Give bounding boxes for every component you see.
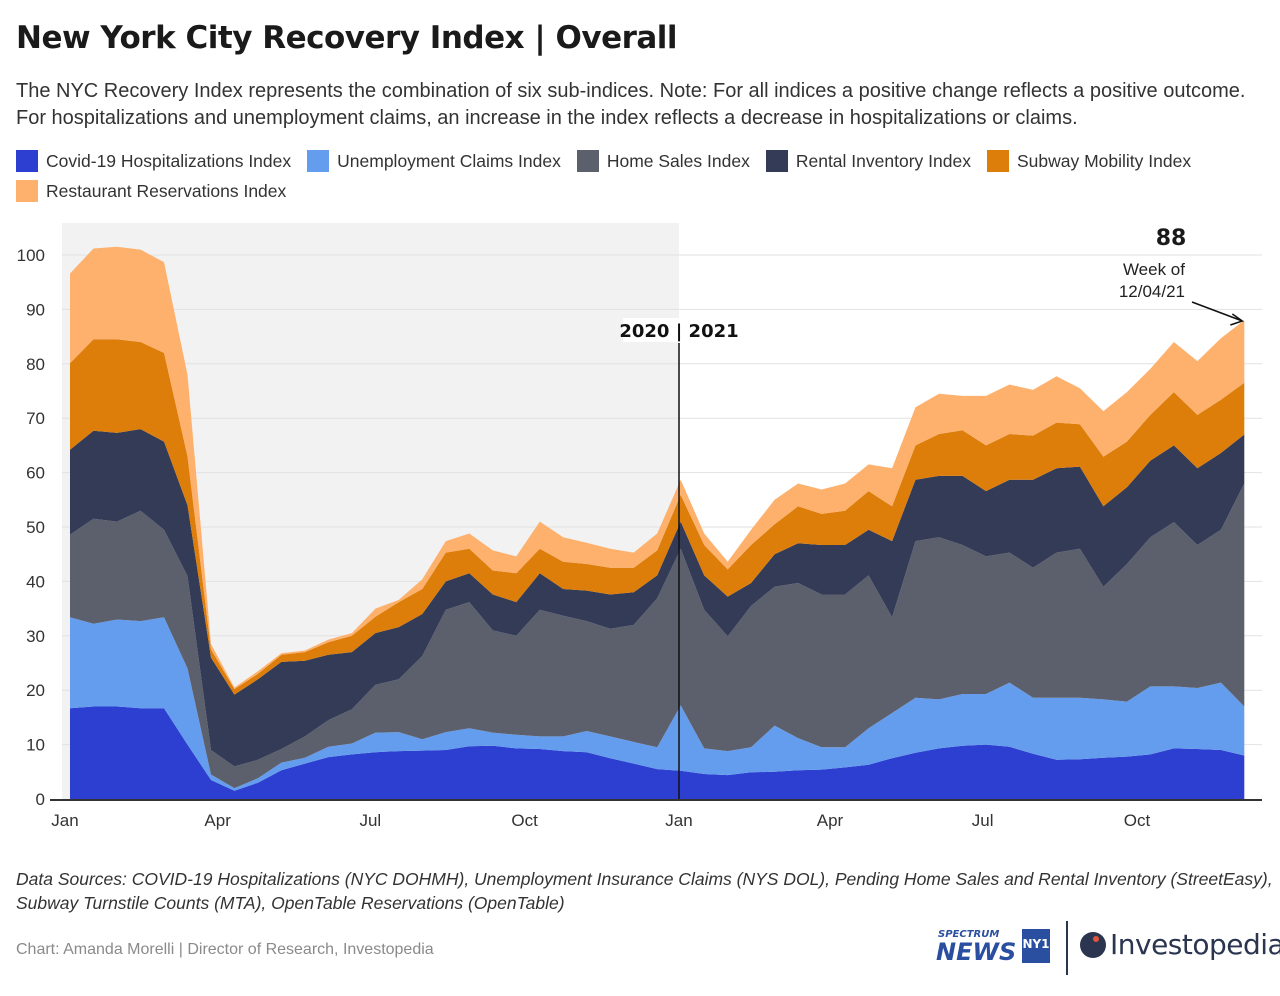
page-title: New York City Recovery Index | Overall [16, 20, 678, 56]
logo-ny1-badge [1022, 929, 1050, 963]
legend-swatch [16, 150, 38, 172]
y-tick-label: 90 [26, 300, 45, 319]
y-tick-label: 70 [26, 409, 45, 428]
logo-news-text: NEWS [936, 938, 1016, 966]
legend-label: Rental Inventory Index [795, 150, 971, 171]
investopedia-mark-icon [1080, 931, 1106, 958]
legend-swatch [16, 180, 38, 202]
area-rental-inventory [70, 429, 1245, 767]
y-tick-label: 40 [26, 572, 45, 591]
logo-ny1-text: NY1 [1022, 937, 1049, 951]
legend-label: Subway Mobility Index [1016, 150, 1192, 171]
area-home-sales [70, 483, 1245, 789]
x-tick-label: Oct [511, 811, 538, 830]
legend-item-home-sales: Home Sales Index [576, 150, 750, 172]
sources-line-2: Subway Turnstile Counts (MTA), OpenTable… [16, 893, 565, 913]
x-tick-label: Jul [972, 811, 994, 830]
area-layers [70, 246, 1245, 799]
y-tick-label: 20 [26, 681, 45, 700]
legend-item-subway: Subway Mobility Index [986, 150, 1192, 172]
legend-swatch [986, 150, 1009, 172]
year-divider-label: 2020 | 2021 [619, 321, 738, 342]
legend-label: Unemployment Claims Index [337, 150, 561, 171]
y-axis-ticks: 0 10 20 30 40 50 60 70 80 90 100 [17, 246, 45, 809]
spectrum-news-ny1-logo: SPECTRUM NEWS NY1 [936, 929, 1050, 966]
logo-divider [1066, 921, 1068, 975]
chart-credit: Chart: Amanda Morelli | Director of Rese… [16, 941, 434, 958]
investopedia-logo: Investopedia [1080, 928, 1280, 961]
data-sources: Data Sources: COVID-19 Hospitalizations … [16, 867, 1273, 915]
legend: Covid-19 Hospitalizations Index Unemploy… [16, 150, 1266, 202]
legend-item-hospitalizations: Covid-19 Hospitalizations Index [16, 150, 291, 172]
legend-item-unemployment: Unemployment Claims Index [307, 150, 561, 172]
stacked-area-chart: 0 10 20 30 40 50 60 70 80 90 100 Jan Apr Jul Oct Jan Ap… [17, 223, 1262, 830]
y-tick-label: 80 [26, 355, 45, 374]
legend-swatch [765, 150, 788, 172]
x-axis-ticks: Jan Apr Jul Oct Jan Apr Jul Oct [51, 811, 1150, 830]
legend-swatch [307, 150, 330, 172]
x-tick-label: Oct [1124, 811, 1151, 830]
x-tick-label: Jul [359, 811, 381, 830]
area-unemployment-claims [70, 617, 1245, 791]
sources-line-1: Data Sources: COVID-19 Hospitalizations … [16, 869, 1273, 889]
legend-swatch [576, 150, 599, 172]
x-tick-label: Apr [204, 811, 231, 830]
annotation-text-line1: Week of [1123, 260, 1185, 279]
annotation-text-line2: 12/04/21 [1119, 282, 1185, 301]
investopedia-logo-text: Investopedia [1110, 928, 1280, 961]
y-tick-label: 60 [26, 464, 45, 483]
logo-spectrum-text: SPECTRUM [938, 929, 999, 940]
legend-item-rental-inventory: Rental Inventory Index [765, 150, 971, 172]
chart-subtitle: The NYC Recovery Index represents the co… [16, 80, 1246, 129]
legend-label: Restaurant Reservations Index [46, 180, 287, 201]
legend-label: Covid-19 Hospitalizations Index [46, 150, 292, 171]
annotation-arrow-icon [1191, 301, 1245, 326]
y-tick-label: 100 [17, 246, 45, 265]
y-tick-label: 10 [26, 736, 45, 755]
legend-label: Home Sales Index [606, 150, 750, 171]
year-divider-label-bg [623, 318, 735, 342]
y-tick-label: 50 [26, 518, 45, 537]
annotation-value: 88 [1156, 226, 1187, 251]
legend-item-restaurant: Restaurant Reservations Index [16, 180, 286, 202]
y-tick-label: 30 [26, 627, 45, 646]
x-tick-label: Jan [51, 811, 78, 830]
x-tick-label: Apr [817, 811, 844, 830]
y-tick-label: 0 [36, 790, 45, 809]
x-tick-label: Jan [665, 811, 692, 830]
area-hospitalizations [70, 706, 1245, 799]
